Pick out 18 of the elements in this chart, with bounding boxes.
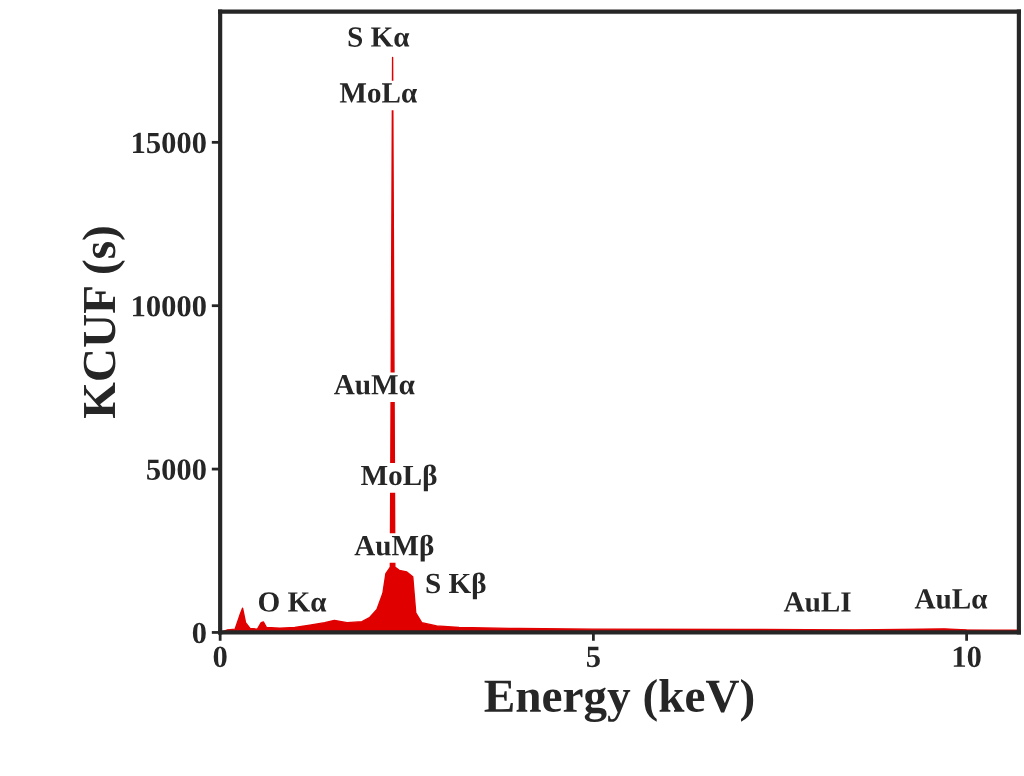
annotation: AuLα <box>914 589 988 609</box>
annotation: S Kβ <box>426 572 486 600</box>
y-tick-label: 10000 <box>133 295 206 317</box>
x-tick-label: 10 <box>953 646 981 668</box>
y-axis-title: KCUF (s) <box>82 227 126 419</box>
y-tick-label: 5000 <box>147 459 206 480</box>
annotation: AuMβ <box>354 534 434 562</box>
x-axis-title: Energy (keV) <box>484 678 754 723</box>
annotation: O Kα <box>259 592 327 612</box>
annotation: S Kα <box>348 27 410 47</box>
x-tick-label: 5 <box>586 646 600 668</box>
y-tick-label: 0 <box>192 622 206 644</box>
annotation: AuMα <box>334 374 415 395</box>
annotation: AuLI <box>783 592 851 612</box>
y-tick-label: 15000 <box>133 132 206 154</box>
annotation: MoLβ <box>361 464 437 492</box>
x-tick-label: 0 <box>213 646 227 668</box>
annotation: MoLα <box>339 83 417 103</box>
